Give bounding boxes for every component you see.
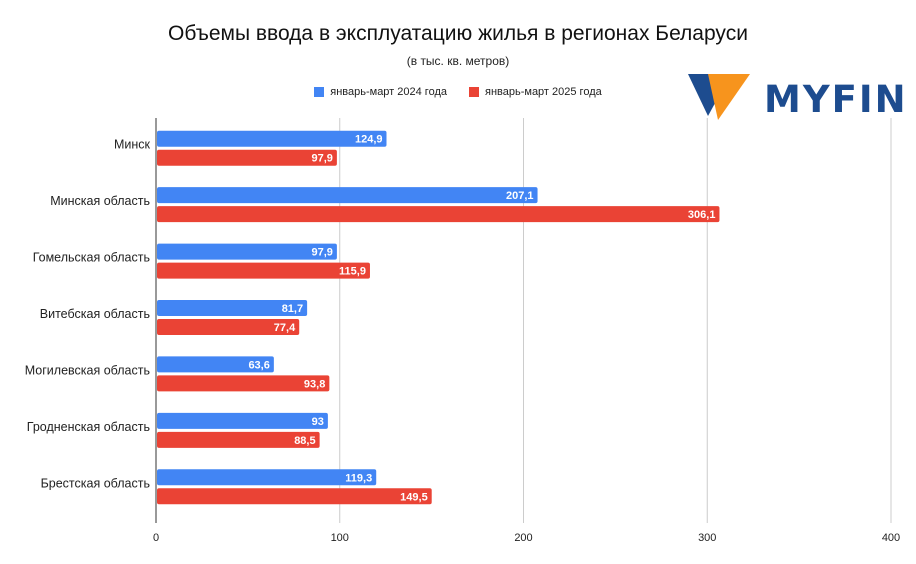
bar — [157, 187, 538, 204]
bar — [157, 130, 387, 147]
x-tick-labels: 0 100 200 300 400 — [153, 532, 900, 544]
legend-item-2025: январь-март 2025 года — [469, 86, 602, 98]
bar-value-label: 63,6 — [248, 359, 269, 371]
category-label: Гомельская область — [33, 251, 150, 265]
x-tick-label: 100 — [331, 532, 349, 544]
legend-swatch-2024 — [314, 87, 325, 97]
bar-value-label: 93 — [312, 416, 324, 428]
bar-value-label: 124,9 — [355, 134, 383, 146]
bar — [157, 431, 320, 448]
bar — [157, 469, 377, 486]
legend-item-2024: январь-март 2024 года — [314, 86, 447, 98]
bar — [157, 319, 300, 335]
legend: январь-март 2024 года январь-март 2025 г… — [0, 86, 916, 98]
bar — [157, 206, 720, 223]
bar-value-label: 81,7 — [282, 303, 303, 315]
category-label: Гродненская область — [27, 420, 150, 434]
category-label: Минская область — [50, 194, 150, 208]
bar-value-label: 149,5 — [400, 491, 428, 503]
bar — [157, 488, 432, 505]
bar-value-label: 77,4 — [274, 322, 296, 334]
bar — [157, 149, 337, 166]
bar-value-label: 207,1 — [506, 190, 534, 202]
bar — [157, 356, 274, 373]
bar-value-label: 97,9 — [311, 247, 332, 259]
bar — [157, 300, 308, 316]
grid-lines — [155, 118, 892, 523]
bar-value-label: 88,5 — [294, 435, 315, 447]
bar-value-label: 115,9 — [339, 266, 366, 278]
myfin-logo: MYFIN — [688, 72, 906, 124]
bar — [157, 412, 328, 429]
category-label: Могилевская область — [25, 363, 150, 377]
bar — [157, 375, 330, 392]
bar — [157, 243, 337, 260]
legend-label-2024: январь-март 2024 года — [330, 86, 447, 98]
x-tick-label: 400 — [882, 532, 900, 544]
myfin-logo-mark — [688, 74, 750, 120]
x-tick-label: 200 — [514, 532, 532, 544]
bar-value-label: 306,1 — [688, 209, 716, 221]
x-tick-label: 0 — [153, 532, 159, 544]
bar — [157, 262, 370, 279]
category-labels: Минск Минская область Гомельская область Ви… — [25, 138, 151, 491]
chart-subtitle: (в тыс. кв. метров) — [406, 54, 510, 68]
category-label: Витебская область — [40, 307, 150, 321]
bar-value-label: 119,3 — [345, 472, 372, 484]
bar-value-label: 93,8 — [304, 378, 325, 390]
category-label: Минск — [114, 138, 151, 152]
category-label: Брестская область — [41, 476, 150, 490]
legend-label-2025: январь-март 2025 года — [485, 86, 602, 98]
x-tick-label: 300 — [698, 532, 716, 544]
chart-title: Объемы ввода в эксплуатацию жилья в реги… — [168, 22, 748, 45]
legend-swatch-2025 — [469, 87, 479, 97]
bars-group: 124,9 97,9 207,1 306,1 97,9 115,9 81,7 77,4 63,6… — [157, 130, 720, 505]
bar-value-label: 97,9 — [311, 153, 332, 165]
myfin-logo-text: MYFIN — [764, 78, 908, 121]
